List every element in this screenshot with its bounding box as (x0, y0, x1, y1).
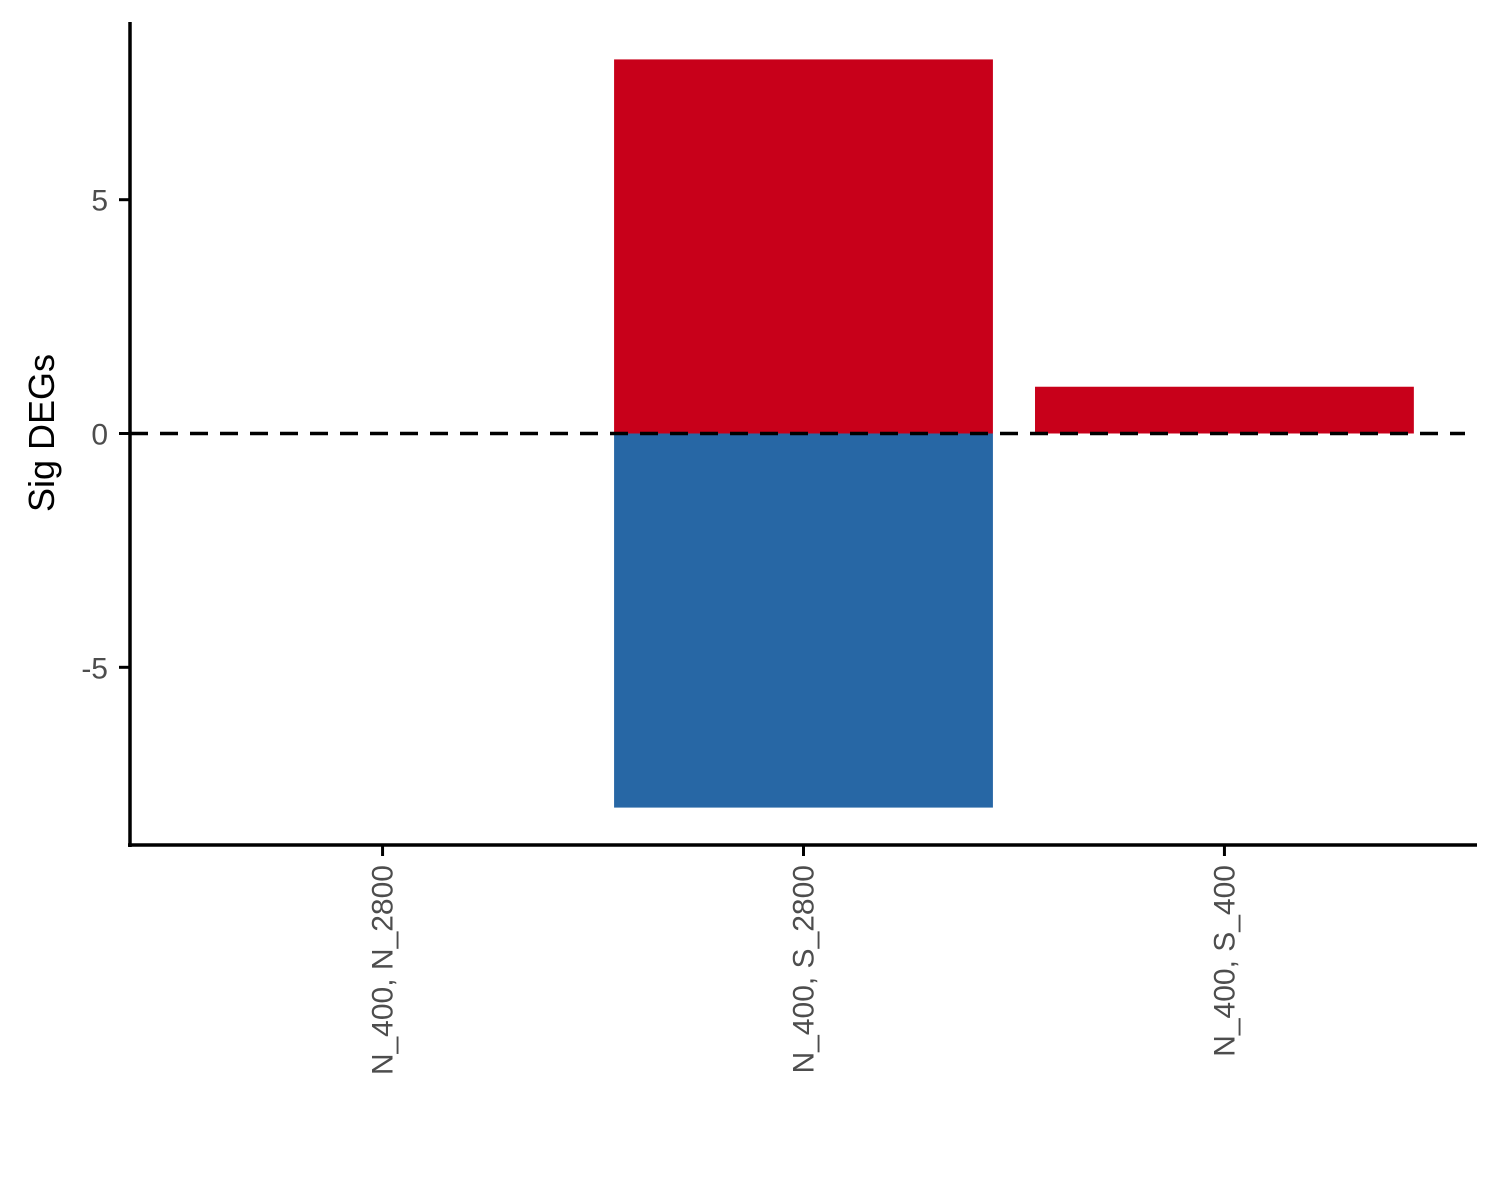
bars-layer (614, 59, 1414, 808)
bar-positive-2 (1035, 386, 1414, 434)
bar-positive-1 (614, 59, 993, 434)
x-tick-label: N_400, S_2800 (788, 865, 821, 1074)
bar-negative-1 (614, 433, 993, 808)
y-axis-ticks: -5 0 5 (81, 185, 130, 685)
y-axis-title: Sig DEGs (21, 354, 62, 512)
y-tick-label: 5 (91, 185, 108, 218)
y-tick-label: -5 (81, 652, 108, 685)
x-tick-label: N_400, N_2800 (367, 865, 400, 1075)
x-tick-label: N_400, S_400 (1208, 865, 1241, 1057)
y-tick-label: 0 (91, 419, 108, 452)
x-axis-ticks: N_400, N_2800 N_400, S_2800 N_400, S_400 (367, 845, 1241, 1075)
